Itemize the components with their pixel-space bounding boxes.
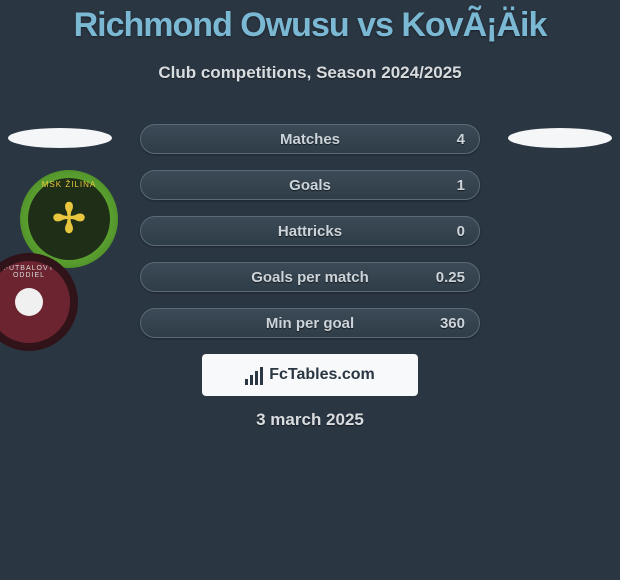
brand-text: FcTables.com bbox=[269, 366, 375, 384]
team-left-symbol: ✢ bbox=[52, 199, 86, 239]
stat-row-goals-per-match: Goals per match 0.25 bbox=[140, 262, 480, 292]
chart-icon bbox=[245, 365, 263, 385]
team-badge-right-inner: FUTBALOVÝ ODDIEL bbox=[0, 261, 70, 343]
stat-value: 4 bbox=[457, 131, 465, 148]
brand-badge: FcTables.com bbox=[202, 354, 418, 396]
comparison-card: Richmond Owusu vs KovÃ¡Äik Club competit… bbox=[0, 0, 620, 580]
date-label: 3 march 2025 bbox=[0, 410, 620, 430]
stat-row-min-per-goal: Min per goal 360 bbox=[140, 308, 480, 338]
stat-label: Goals per match bbox=[251, 269, 369, 286]
team-badge-right: FUTBALOVÝ ODDIEL bbox=[0, 253, 78, 351]
stat-value: 0 bbox=[457, 223, 465, 240]
stat-label: Hattricks bbox=[278, 223, 342, 240]
stat-value: 360 bbox=[440, 315, 465, 332]
page-title: Richmond Owusu vs KovÃ¡Äik bbox=[0, 0, 620, 45]
team-right-label: FUTBALOVÝ ODDIEL bbox=[0, 265, 70, 279]
stat-label: Min per goal bbox=[266, 315, 354, 332]
stat-row-matches: Matches 4 bbox=[140, 124, 480, 154]
stat-value: 0.25 bbox=[436, 269, 465, 286]
player-ellipse-right bbox=[508, 128, 612, 148]
football-icon bbox=[15, 288, 43, 316]
team-left-label: MSK ŽILINA bbox=[28, 180, 110, 189]
stat-row-hattricks: Hattricks 0 bbox=[140, 216, 480, 246]
team-badge-left-inner: MSK ŽILINA ✢ bbox=[28, 178, 110, 260]
stat-label: Goals bbox=[289, 177, 331, 194]
stat-row-goals: Goals 1 bbox=[140, 170, 480, 200]
stat-label: Matches bbox=[280, 131, 340, 148]
stats-list: Matches 4 Goals 1 Hattricks 0 Goals per … bbox=[140, 124, 480, 354]
player-ellipse-left bbox=[8, 128, 112, 148]
stat-value: 1 bbox=[457, 177, 465, 194]
season-subtitle: Club competitions, Season 2024/2025 bbox=[0, 63, 620, 83]
